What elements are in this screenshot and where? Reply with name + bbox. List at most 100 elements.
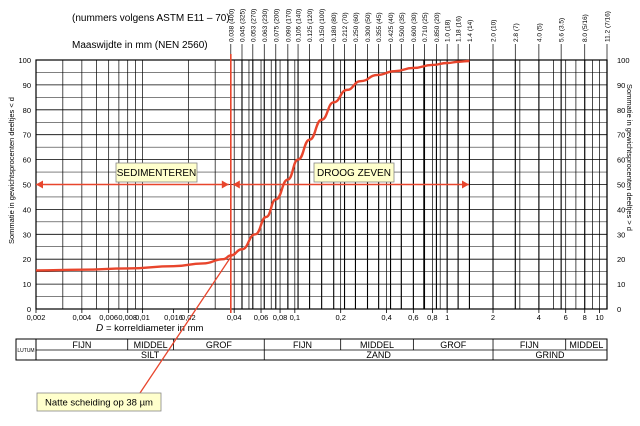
y-right-tick-label: 0: [617, 305, 621, 314]
sieve-label: 0.075 (200): [273, 9, 280, 42]
lutum-label: LUTUM: [17, 348, 34, 354]
y-right-tick-label: 80: [617, 106, 625, 115]
x-tick-label: 4: [537, 313, 541, 322]
header-astm: (nummers volgens ASTM E11 – 70): [72, 13, 230, 24]
y-right-tick-label: 90: [617, 81, 625, 90]
sieve-label: 1.4 (14): [467, 20, 474, 42]
x-tick-label: 10: [595, 313, 603, 322]
sieve-label: 0.053 (270): [250, 9, 257, 42]
class-label: SILT: [141, 350, 160, 360]
sedimenteren-arrow-tail: [36, 180, 43, 189]
sieve-label: 0.600 (30): [411, 12, 418, 42]
sieve-label: 0.063 (230): [262, 9, 269, 42]
sieve-label: 5.6 (3.5): [559, 18, 566, 42]
y-right-tick-label: 10: [617, 280, 625, 289]
header-maaswijdte: Maaswijdte in mm (NEN 2560): [72, 40, 208, 51]
y-right-tick-label: 100: [617, 56, 630, 65]
sieve-label: 2.8 (7): [513, 23, 520, 42]
annotations: SEDIMENTEREN DROOG ZEVEN Natte scheiding o…: [36, 54, 469, 412]
droog-zeven-label: DROOG ZEVEN: [317, 168, 391, 179]
subclass-label: FIJN: [520, 340, 539, 350]
sieve-labels: 0.038 (400) 0.045 (325) 0.053 (270) 0.063 (…: [228, 9, 611, 42]
y-axis-right-label: Sommatie in gewichtsprocenten deeltjes >…: [625, 84, 634, 231]
subclass-label: GROF: [206, 340, 233, 350]
sieve-label: 0.150 (100): [319, 9, 326, 42]
sedimenteren-arrow-head: [221, 180, 229, 189]
sieve-label: 4.0 (5): [536, 23, 543, 42]
sieve-label: 0.355 (45): [376, 12, 383, 42]
sieve-label: 0.710 (25): [422, 12, 429, 42]
x-tick-label: 0,016: [164, 313, 183, 322]
classification-table: LUTUM FIJN MIDDEL GROF FIJN MIDDEL GROF FIJN MID…: [15, 338, 608, 361]
callout-leader: [139, 255, 233, 394]
x-tick-label: 0,4: [381, 313, 391, 322]
sieve-label: 1.0 (18): [445, 20, 452, 42]
x-tick-label: 0,006: [99, 313, 118, 322]
y-left-tick-label: 0: [27, 305, 31, 314]
subclass-label: MIDDEL: [360, 340, 394, 350]
sieve-label: 1.18 (16): [456, 16, 463, 42]
x-tick-label: 0,004: [72, 313, 91, 322]
y-left-tick-label: 10: [23, 280, 31, 289]
callout-label: Natte scheiding op 38 µm: [45, 398, 153, 409]
subclass-label: FIJN: [293, 340, 312, 350]
sieve-label: 2.0 (10): [491, 20, 498, 42]
callout-box: [36, 392, 162, 412]
y-left-tick-label: 20: [23, 255, 31, 264]
x-tick-label: 0,08: [273, 313, 288, 322]
sieve-label: 0.500 (35): [399, 12, 406, 42]
sieve-label: 0.212 (70): [342, 12, 349, 42]
x-tick-label: 2: [491, 313, 495, 322]
x-tick-label: 0,1: [290, 313, 300, 322]
sieve-label: 0.850 (20): [434, 12, 441, 42]
sieve-label: 0.250 (60): [353, 12, 360, 42]
droog-zeven-box: [313, 162, 395, 183]
subclass-label: FIJN: [72, 340, 91, 350]
y-left-tick-label: 60: [23, 156, 31, 165]
subclass-label: GROF: [440, 340, 467, 350]
sieve-label: 11.2 (7/16): [605, 11, 612, 42]
y-right-tick-label: 40: [617, 205, 625, 214]
y-left-tick-label: 100: [18, 56, 31, 65]
droog-zeven-arrow-tail: [232, 180, 240, 189]
x-tick-label: 0,8: [427, 313, 437, 322]
y-left-tick-label: 70: [23, 131, 31, 140]
y-left-tick-label: 90: [23, 81, 31, 90]
sieve-label: 0.038 (400): [228, 9, 235, 42]
droog-zeven-arrow-head: [462, 180, 469, 189]
sieve-label: 0.105 (140): [296, 9, 303, 42]
x-tick-label: 6: [564, 313, 568, 322]
sieve-label: 0.180 (80): [331, 12, 338, 42]
x-tick-label: 0,02: [181, 313, 196, 322]
sieve-label: 8.0 (5/16): [582, 14, 589, 42]
x-tick-label: 1: [445, 313, 449, 322]
y-left-tick-label: 50: [23, 181, 31, 190]
x-tick-label: 0,2: [335, 313, 345, 322]
subclass-label: MIDDEL: [134, 340, 168, 350]
sieve-label: 0.045 (325): [239, 9, 246, 42]
y-axis-left-label: Sommatie in gewichtsprocenten deeltjes <…: [7, 97, 16, 244]
sedimenteren-box: [115, 162, 198, 183]
sieve-label: 0.090 (170): [285, 9, 292, 42]
y-right-tick-label: 60: [617, 156, 625, 165]
y-right-tick-label: 20: [617, 255, 625, 264]
x-tick-label: 0,6: [408, 313, 418, 322]
x-tick-label: 0,002: [27, 313, 46, 322]
x-axis-label: = korreldiameter in mm: [106, 323, 203, 334]
sieve-label: 0.425 (40): [388, 12, 395, 42]
y-right-tick-label: 70: [617, 131, 625, 140]
sieve-label: 0.125 (120): [307, 9, 314, 42]
x-tick-label: 0,04: [227, 313, 242, 322]
y-left-tick-label: 80: [23, 106, 31, 115]
x-tick-label: 0,008: [118, 313, 137, 322]
x-tick-label: 0,06: [254, 313, 269, 322]
x-axis-d-symbol: D: [96, 323, 103, 334]
x-tick-label: 8: [583, 313, 587, 322]
class-label: GRIND: [536, 350, 566, 360]
y-left-tick-label: 40: [23, 205, 31, 214]
class-label: ZAND: [366, 350, 391, 360]
y-right-tick-label: 30: [617, 230, 625, 239]
sieve-label: 0.300 (50): [365, 12, 372, 42]
